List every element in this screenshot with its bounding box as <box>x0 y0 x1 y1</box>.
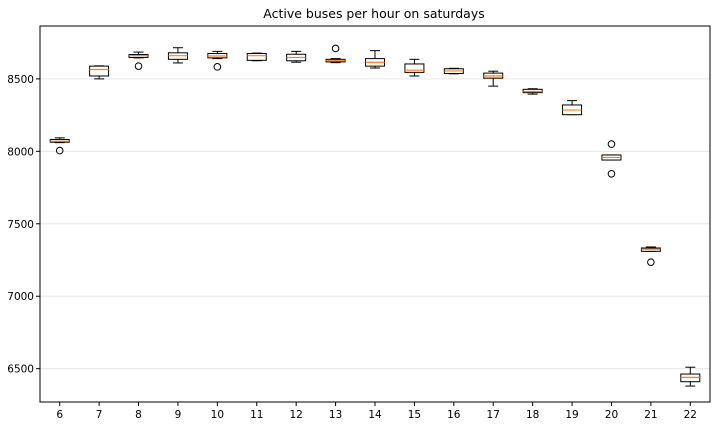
x-tick-label: 19 <box>565 409 578 421</box>
chart-title: Active buses per hour on saturdays <box>263 6 485 21</box>
box-body <box>404 63 425 73</box>
x-tick-label: 22 <box>684 409 697 421</box>
x-tick-label: 14 <box>368 409 382 421</box>
x-tick-label: 20 <box>605 409 618 421</box>
x-tick-label: 21 <box>644 409 657 421</box>
box-12 <box>286 50 307 63</box>
box-21 <box>640 246 661 266</box>
box-9 <box>167 47 188 64</box>
outlier-point <box>134 62 143 70</box>
x-tick-label: 7 <box>96 409 103 421</box>
x-tick-label: 8 <box>135 409 142 421</box>
x-tick-label: 9 <box>175 409 182 421</box>
outlier-point <box>331 44 340 53</box>
box-body <box>246 53 267 61</box>
box-22 <box>680 366 701 387</box>
x-tick-label: 10 <box>211 409 224 421</box>
box-8 <box>128 51 149 70</box>
x-tick-label: 12 <box>289 409 302 421</box>
box-10 <box>207 50 228 71</box>
x-tick-label: 17 <box>487 409 500 421</box>
x-tick-label: 16 <box>447 409 461 421</box>
box-7 <box>89 65 110 80</box>
outlier-point <box>607 169 616 178</box>
plot-frame <box>39 25 711 403</box>
box-19 <box>562 100 583 116</box>
x-tick-label: 18 <box>526 409 539 421</box>
box-11 <box>246 52 267 62</box>
outlier-point <box>213 63 222 71</box>
x-tick-label: 15 <box>408 409 421 421</box>
box-15 <box>404 58 425 77</box>
boxes <box>49 44 701 387</box>
x-tick-label: 11 <box>250 409 263 421</box>
y-tick-label: 8000 <box>7 146 34 158</box>
box-18 <box>522 88 543 95</box>
outlier-point <box>55 146 64 155</box>
box-13 <box>325 44 346 64</box>
box-16 <box>443 67 464 75</box>
box-20 <box>601 140 622 178</box>
box-17 <box>483 70 504 87</box>
x-tick-label: 6 <box>56 409 63 421</box>
gridlines <box>40 78 710 370</box>
box-body <box>89 65 110 77</box>
x-tick-label: 13 <box>329 409 342 421</box>
outlier-point <box>607 140 616 148</box>
box-6 <box>49 137 70 155</box>
y-tick-label: 7000 <box>7 291 34 303</box>
y-tick-label: 8500 <box>7 74 34 86</box>
y-tick-label: 7500 <box>7 219 34 231</box>
box-14 <box>365 50 385 69</box>
outlier-point <box>647 258 655 266</box>
axes: 6500 7000 7500 8000 8500 6 7 8 9 10 11 12 13 14 15 16 17… <box>7 25 711 421</box>
y-tick-label: 6500 <box>7 364 34 376</box>
